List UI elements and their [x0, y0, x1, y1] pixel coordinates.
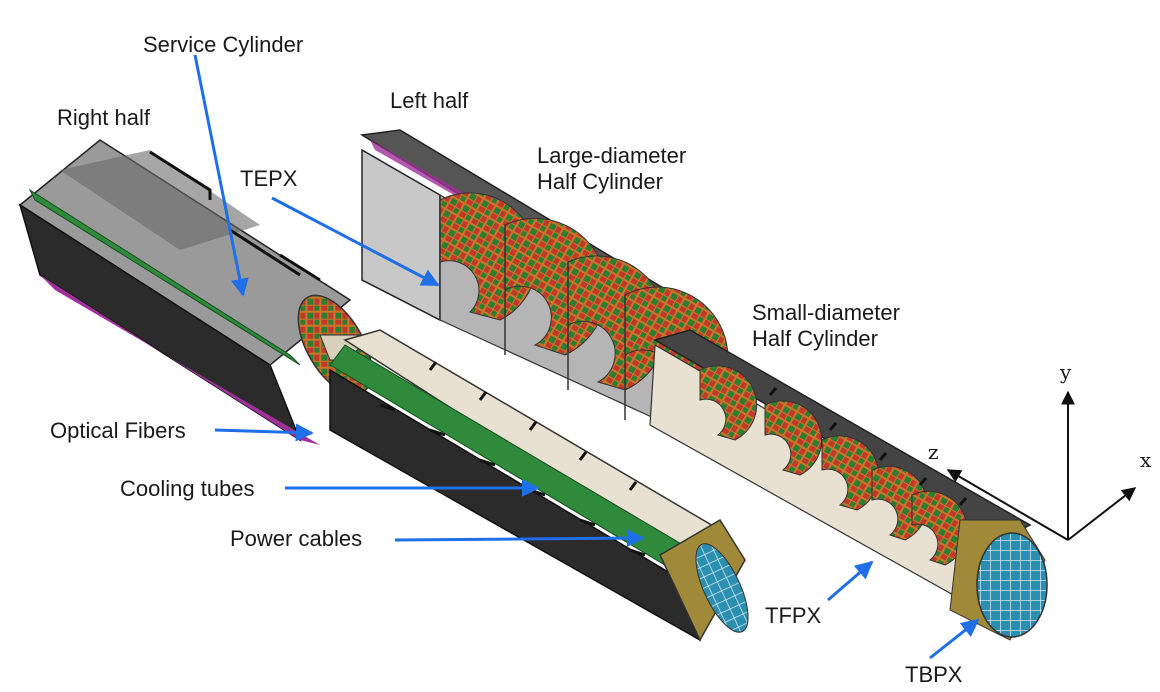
- power-cables-arrow: [394, 529, 645, 548]
- power-cables-label: Power cables: [230, 526, 363, 551]
- tfpx-arrow: [827, 560, 874, 602]
- y-axis-label: y: [1060, 360, 1072, 384]
- small-diameter-half-cylinder: [649, 329, 1048, 641]
- service-cylinder-arrow: [193, 54, 249, 297]
- large-diameter-line2: Half Cylinder: [537, 169, 663, 194]
- optical-fibers-arrow: [214, 423, 314, 442]
- lower-service-tube: [319, 329, 749, 642]
- large-diameter-line1: Large-diameter: [537, 143, 687, 168]
- large-diameter-half-cylinder: [359, 129, 729, 431]
- small-diameter-label: Small-diameter Half Cylinder: [752, 300, 900, 352]
- tbpx-arrow: [929, 618, 980, 660]
- z-axis-label: z: [928, 440, 939, 464]
- service-cylinder-label: Service Cylinder: [143, 32, 304, 57]
- small-diameter-line1: Small-diameter: [752, 300, 900, 325]
- optical-fibers-label: Optical Fibers: [50, 418, 186, 443]
- x-axis-label: x: [1140, 448, 1152, 472]
- tepx-label: TEPX: [240, 166, 298, 191]
- tepx-arrow: [271, 196, 440, 287]
- large-diameter-label: Large-diameter Half Cylinder: [537, 143, 686, 195]
- coordinate-axes: [946, 390, 1137, 541]
- tbpx-label: TBPX: [905, 662, 963, 687]
- right-half-label: Right half: [57, 105, 150, 130]
- left-half-label: Left half: [390, 88, 469, 113]
- pointer-arrows: [193, 54, 980, 660]
- small-diameter-line2: Half Cylinder: [752, 326, 878, 351]
- cooling-tubes-label: Cooling tubes: [120, 476, 255, 501]
- tfpx-label: TFPX: [765, 603, 822, 628]
